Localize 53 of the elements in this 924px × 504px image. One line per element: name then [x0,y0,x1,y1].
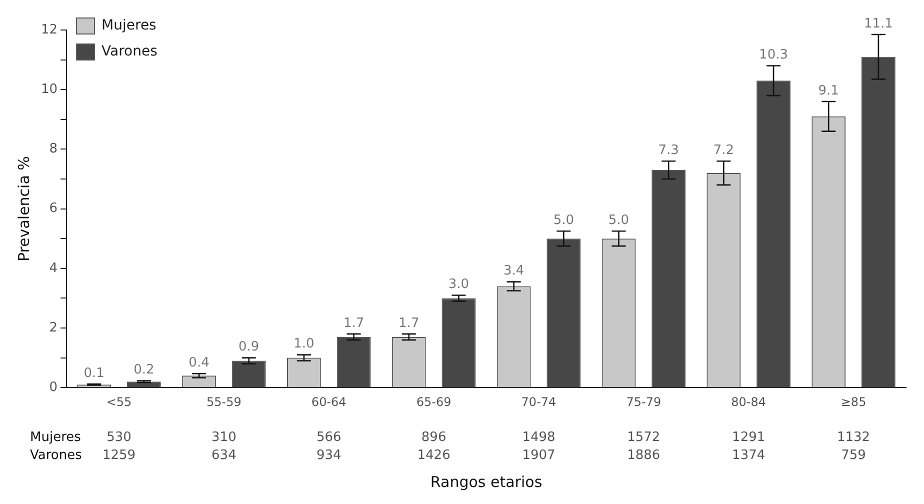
legend-label: Varones [102,44,158,60]
y-tick-label: 10 [40,82,58,97]
text: Mujeres [30,430,82,445]
data-label: 7.2 [713,142,734,158]
text: 530 [106,430,132,445]
text: 1498 [522,430,556,445]
data-label: 7.3 [658,142,679,158]
text: 634 [212,448,236,463]
data-label: 0.1 [84,366,104,381]
text: 1374 [732,448,766,463]
x-tick-label: 80-84 [731,394,766,409]
data-label: 0.2 [134,362,154,378]
y-tick-label: 12 [40,22,58,38]
data-label: 9.1 [818,83,839,98]
text: 566 [316,430,342,445]
x-tick-label: 55-59 [206,394,242,409]
x-tick-label: 70-74 [521,394,556,409]
text: 1291 [732,430,766,445]
text: 759 [841,448,866,463]
text: 310 [212,430,236,445]
x-tick-label: 65-69 [416,394,452,409]
x-tick-label: ≥85 [840,394,866,409]
y-tick-label: 6 [49,201,58,216]
data-label: 1.0 [294,336,314,352]
text: 934 [316,448,342,463]
y-tick-label: 2 [49,320,58,336]
data-label: 11.1 [864,16,893,32]
x-tick-label: <55 [106,394,132,409]
x-tick-label: 75-79 [626,394,662,409]
text: 1907 [522,448,556,463]
x-axis-title: Rangos etarios [430,472,542,491]
y-tick-label: 8 [49,142,58,157]
y-axis-title: Prevalencia % [14,156,33,262]
text: 1426 [417,448,450,463]
text: 896 [421,430,446,445]
data-label: 3.4 [503,264,524,279]
x-tick-label: 60-64 [311,394,346,409]
data-label: 0.4 [188,355,210,370]
text: Varones [30,448,82,463]
data-label: 1.7 [343,316,364,331]
y-tick-label: 4 [49,260,58,276]
text: 1132 [836,430,870,445]
data-label: 5.0 [608,213,630,228]
text: 1886 [627,448,660,463]
text: 1572 [627,430,660,445]
y-tick-label: 0 [49,380,58,395]
text: 1259 [102,448,136,463]
data-label: 1.7 [398,316,420,331]
data-label: 0.9 [238,340,260,355]
data-label: 3.0 [448,277,470,292]
legend-label: Mujeres [102,18,156,34]
data-label: 5.0 [553,213,574,228]
data-label: 10.3 [759,48,788,63]
